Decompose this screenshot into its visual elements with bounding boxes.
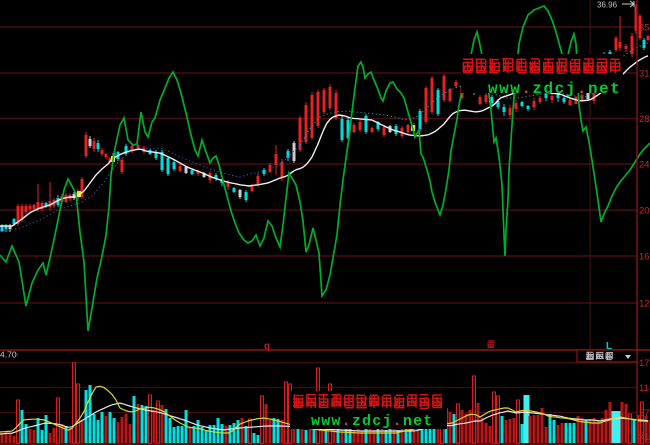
svg-text:28.0: 28.0 <box>639 114 650 125</box>
svg-text:24.2: 24.2 <box>639 160 650 171</box>
svg-text:16.6: 16.6 <box>639 252 650 263</box>
svg-text:X10: X10 <box>638 432 650 443</box>
svg-text:1146: 1146 <box>639 383 650 394</box>
svg-text:12.8: 12.8 <box>639 299 650 310</box>
svg-text:20.4: 20.4 <box>639 206 650 217</box>
svg-text:↑: ↑ <box>15 351 19 360</box>
svg-text:31.8: 31.8 <box>639 69 650 80</box>
svg-text:36.96: 36.96 <box>597 1 618 10</box>
svg-text:35.6: 35.6 <box>639 23 650 34</box>
svg-text:573: 573 <box>639 408 650 419</box>
svg-text:q: q <box>264 341 270 352</box>
svg-text:www.zdcj.net: www.zdcj.net <box>311 413 433 430</box>
svg-text:1719: 1719 <box>639 358 650 369</box>
svg-text:L: L <box>606 341 612 352</box>
svg-text:4.70: 4.70 <box>0 350 17 360</box>
svg-text:www.zdcj.net: www.zdcj.net <box>488 80 621 98</box>
